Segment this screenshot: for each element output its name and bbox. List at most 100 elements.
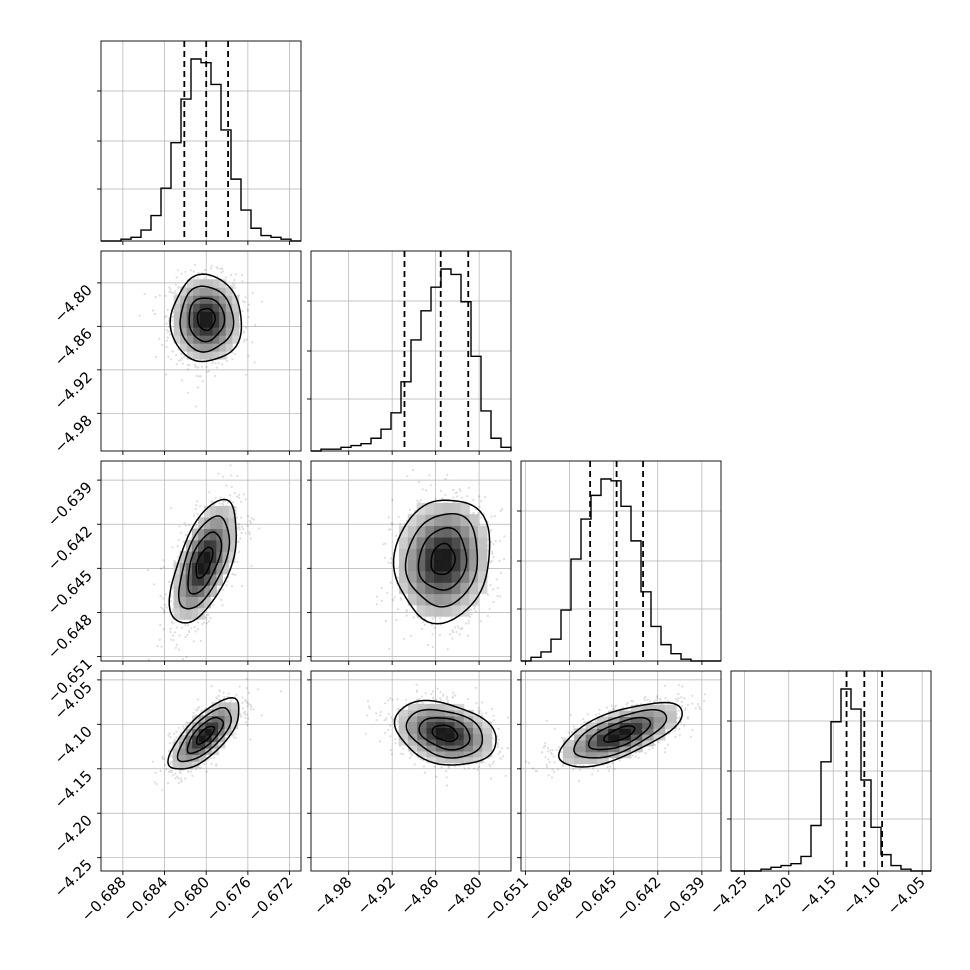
- density-cell: [416, 525, 426, 538]
- contour-level-2: [176, 706, 232, 763]
- scatter-point: [217, 694, 220, 698]
- scatter-point: [180, 779, 183, 783]
- density-cell: [212, 279, 220, 288]
- density-cell: [206, 335, 214, 344]
- scatter-point: [218, 690, 221, 693]
- scatter-point: [186, 391, 190, 394]
- density-cell: [206, 295, 214, 304]
- density-cell: [180, 327, 188, 336]
- scatter-point: [164, 316, 167, 319]
- scatter-point: [165, 322, 168, 325]
- scatter-point: [493, 514, 496, 518]
- scatter-point: [240, 532, 243, 535]
- density-cell: [198, 754, 206, 762]
- scatter-point: [458, 488, 461, 491]
- density-cell: [460, 559, 470, 572]
- scatter-point: [387, 561, 390, 564]
- scatter-point: [169, 333, 172, 336]
- density-cell: [193, 303, 201, 312]
- density-cell: [186, 319, 194, 328]
- scatter-point: [242, 300, 245, 303]
- density-cell: [407, 582, 418, 595]
- scatter-point: [175, 363, 178, 366]
- density-cell: [212, 311, 220, 320]
- scatter-point: [490, 529, 493, 532]
- scatter-point: [208, 491, 211, 494]
- density-cell: [478, 536, 488, 549]
- density-cell: [416, 582, 426, 595]
- density-cell: [219, 295, 227, 304]
- density-cell: [185, 754, 193, 762]
- density-cell: [219, 319, 227, 328]
- density-cell: [173, 596, 181, 609]
- density-cell: [228, 528, 236, 541]
- histogram-step: [521, 478, 721, 662]
- scatter-point: [244, 498, 247, 501]
- density-cell: [172, 741, 180, 749]
- scatter-point: [169, 736, 172, 739]
- density-cell: [216, 562, 223, 575]
- scatter-point: [487, 538, 490, 541]
- density-cell: [173, 311, 181, 320]
- contour-level-3: [168, 498, 237, 624]
- density-cell: [216, 505, 223, 518]
- density-cell: [211, 728, 219, 736]
- scatter-point: [216, 267, 219, 270]
- density-cell: [425, 536, 435, 549]
- density-cell: [185, 735, 193, 743]
- density-cell: [219, 351, 227, 360]
- scatter-point: [390, 561, 393, 565]
- density-cell: [179, 607, 187, 620]
- density-cell: [469, 582, 479, 595]
- scatter-point: [175, 736, 178, 739]
- scatter-point: [222, 499, 225, 503]
- scatter-point: [171, 546, 174, 549]
- density-cell: [199, 303, 207, 312]
- scatter-point: [232, 734, 235, 737]
- density-cell: [180, 303, 188, 312]
- scatter-point: [246, 705, 249, 708]
- scatter-point: [405, 614, 408, 617]
- scatter-point: [192, 711, 195, 714]
- scatter-point: [477, 710, 480, 713]
- density-cell: [399, 536, 409, 549]
- scatter-point: [164, 593, 167, 596]
- density-cell: [222, 551, 230, 563]
- density-cell: [416, 548, 426, 561]
- scatter-point: [240, 525, 243, 528]
- scatter-point: [388, 647, 391, 650]
- scatter-point: [380, 599, 383, 603]
- scatter-point: [185, 534, 188, 537]
- scatter-point: [248, 520, 252, 523]
- scatter-point: [164, 294, 167, 297]
- contour-level-1: [417, 527, 468, 591]
- scatter-point: [199, 639, 202, 642]
- scatter-point: [169, 358, 173, 361]
- scatter-point: [138, 314, 141, 317]
- density-cell: [193, 287, 201, 296]
- scatter-point: [159, 595, 162, 598]
- scatter-point: [175, 276, 178, 279]
- scatter-point: [438, 617, 441, 620]
- scatter-point: [196, 276, 199, 280]
- scatter-point: [172, 634, 175, 637]
- histogram-panel-0: [97, 40, 302, 245]
- scatter-point: [231, 358, 234, 361]
- scatter-point: [210, 264, 213, 267]
- scatter-point: [171, 608, 174, 611]
- contour-level-1: [186, 716, 225, 755]
- scatter-point: [171, 586, 174, 589]
- density-cell: [193, 343, 201, 352]
- scatter-point: [478, 495, 481, 498]
- scatter-point: [409, 508, 412, 511]
- density-cell: [478, 559, 488, 572]
- scatter-point: [231, 351, 234, 354]
- scatter-point: [180, 379, 184, 382]
- scatter-point: [202, 621, 206, 624]
- scatter-point: [187, 629, 191, 633]
- scatter-point: [499, 571, 502, 575]
- scatter-point: [468, 616, 471, 619]
- scatter-point: [419, 498, 422, 501]
- scatter-point: [200, 709, 203, 712]
- scatter-point: [434, 497, 437, 500]
